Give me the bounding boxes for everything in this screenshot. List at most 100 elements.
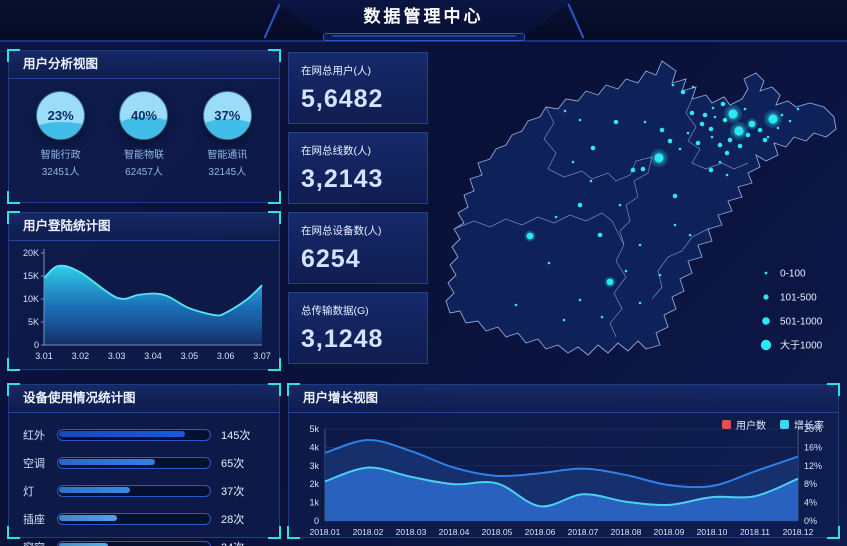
region-border (651, 228, 709, 300)
corner-bracket (268, 211, 281, 224)
device-bar-track (57, 429, 211, 441)
x-tick-label: 3.03 (108, 351, 126, 361)
map-dot (624, 269, 628, 273)
map-dot (600, 315, 604, 319)
legend-item[interactable]: 增长率 (780, 417, 824, 432)
device-value: 24次 (211, 539, 263, 546)
y-tick-label: 5K (28, 317, 39, 327)
growth-line-chart: 0 0% 1k 4% 2k 8% 3k 12% 4k 16% 5k 20% 2018.01 2018.02… (309, 424, 822, 537)
corner-bracket (7, 383, 20, 396)
month-label: 2018.10 (697, 527, 728, 537)
growth-line (324, 466, 799, 508)
device-value: 65次 (221, 458, 245, 470)
gauge-wave (120, 117, 168, 139)
month-label: 2018.05 (482, 527, 513, 537)
device-value: 28次 (221, 514, 245, 526)
map-dot (638, 243, 642, 247)
stat-label: 总传输数据(G) (301, 305, 369, 317)
map-dot (691, 85, 695, 89)
map-dot (737, 143, 743, 149)
login-area (44, 265, 262, 345)
device-label: 窗帘 (23, 539, 57, 546)
map-dot (734, 126, 744, 136)
gauge-wave (203, 118, 251, 139)
map-dot (708, 126, 714, 132)
corner-bracket (7, 358, 20, 371)
device-bar-fill (59, 543, 108, 546)
map-dot (748, 120, 756, 128)
region-border (543, 106, 653, 182)
x-tick-label: 3.05 (181, 351, 199, 361)
device-row: 窗帘 24次 (23, 539, 263, 546)
y-tick-label: 0 (34, 340, 39, 350)
map-dot (724, 150, 730, 156)
device-bar-fill (59, 515, 117, 521)
region-border (619, 156, 653, 246)
gauge-count: 62457人 (125, 167, 163, 178)
corner-bracket (7, 211, 20, 224)
stat-label: 在网总用户(人) (301, 65, 371, 77)
corner-bracket (827, 383, 840, 396)
gauge-wave (37, 122, 85, 139)
map-dot (699, 121, 705, 127)
gauge-circle: 40% (120, 92, 168, 139)
month-label: 2018.06 (525, 527, 556, 537)
map-dot (659, 127, 665, 133)
x-tick-label: 3.07 (253, 351, 271, 361)
device-value: 145次 (221, 430, 251, 442)
right-tick-label: 8% (804, 479, 817, 489)
corner-bracket (268, 191, 281, 204)
map-dot (711, 106, 715, 110)
stat-label: 在网总设备数(人) (301, 225, 382, 237)
region-map-svg: 0-100 101-500 501-1000 大于1000 (445, 60, 837, 356)
panel-user-analysis: 用户分析视图 23% 智能行政 32451人 40% 智能物联 62457人 37% 智能通讯… (7, 49, 281, 204)
region-border (609, 244, 627, 338)
map-dot (671, 83, 675, 87)
gauge-label: 智能物联 (123, 150, 164, 161)
map-dot (776, 126, 780, 130)
panel-login-trend: 用户登陆统计图 0 5K 10K 15K 20K 3.01 3.02 3.03 3.04 3.05… (7, 211, 281, 371)
map-dot (688, 233, 692, 237)
right-tick-label: 16% (804, 442, 822, 452)
month-label: 2018.11 (740, 527, 770, 537)
liquid-gauge: 37% 智能通讯 32145人 (188, 92, 266, 178)
gauge-percent: 37% (214, 108, 241, 123)
corner-bracket (7, 49, 20, 62)
map-dot (745, 132, 751, 138)
legend-swatch (722, 420, 731, 429)
x-tick-label: 3.06 (217, 351, 235, 361)
map-dot (643, 120, 647, 124)
map-legend-dot (762, 317, 770, 325)
device-bar-track (57, 457, 211, 469)
map-dot (695, 140, 701, 146)
map-dot (578, 298, 582, 302)
map-dot (689, 110, 695, 116)
y-tick-label: 10K (23, 294, 39, 304)
legend-item[interactable]: 用户数 (722, 417, 766, 432)
gauge-label: 智能通讯 (207, 150, 248, 161)
map-dot (722, 117, 728, 123)
stat-card-column: 在网总用户(人) 5,6482 在网总线数(人) 3,2143 在网总设备数(人… (288, 52, 428, 370)
header-decor-bar (322, 33, 525, 41)
gauge-count: 32451人 (41, 167, 80, 178)
map-dot (757, 127, 763, 133)
map-dot (589, 179, 593, 183)
left-tick-label: 3k (309, 461, 319, 471)
device-label: 灯 (23, 486, 34, 498)
device-row: 空调 65次 (23, 455, 263, 471)
corner-bracket (287, 526, 300, 539)
header: 数据管理中心 (0, 0, 847, 42)
map-dot (766, 135, 770, 139)
map-dot (720, 101, 726, 107)
device-bar-track (57, 513, 211, 525)
gauge-count: 32145人 (208, 167, 247, 178)
map-dot (718, 160, 722, 164)
panel-title-login: 用户登陆统计图 (9, 213, 279, 241)
map-dot (606, 278, 614, 286)
map-dot (658, 273, 662, 277)
right-tick-label: 0% (804, 516, 817, 526)
map-dot (562, 318, 566, 322)
